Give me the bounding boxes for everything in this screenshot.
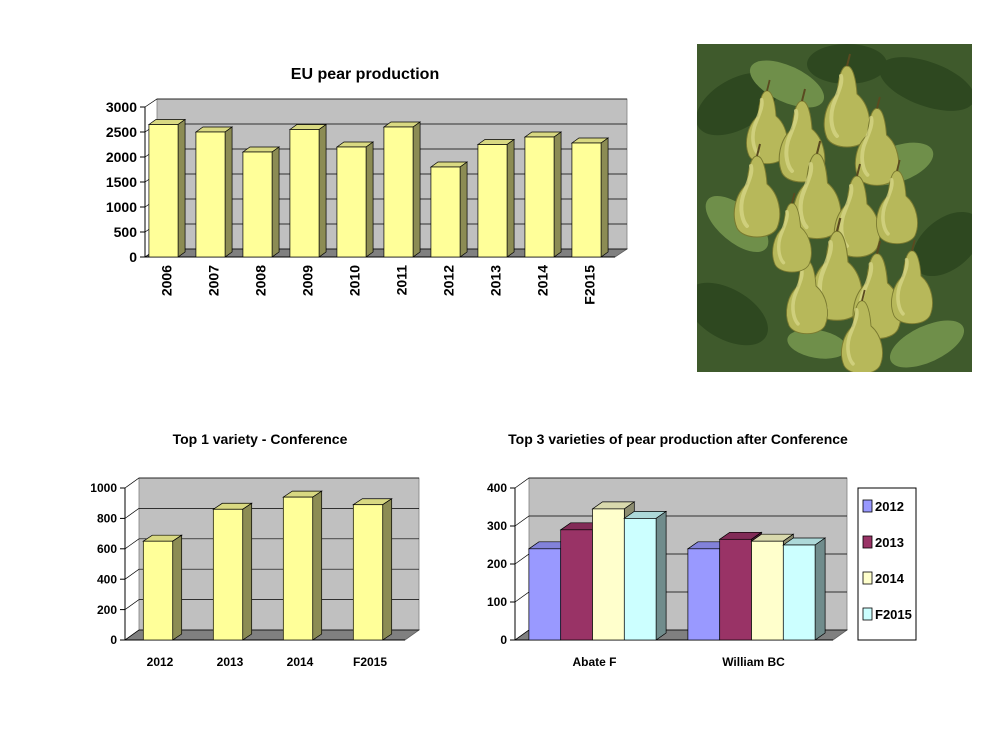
x-tick-label: 2013: [217, 655, 244, 669]
y-tick-label: 1000: [106, 199, 137, 215]
y-tick-label: 2000: [106, 149, 137, 165]
x-tick-label: 2011: [393, 265, 409, 296]
pear-photo-illustration: [697, 44, 972, 372]
y-tick-label: 400: [487, 481, 507, 495]
bar: [382, 121, 422, 258]
y-tick-label: 800: [97, 512, 117, 526]
x-tick-label: 2010: [346, 265, 362, 296]
bar: [782, 537, 827, 641]
x-tick-label: F2015: [353, 655, 387, 669]
x-tick-label: 2009: [299, 265, 315, 296]
x-tick-label: 2008: [252, 265, 268, 296]
pear: [772, 192, 812, 273]
x-tick-label: 2014: [534, 265, 550, 296]
legend-swatch: [862, 499, 873, 513]
bar: [147, 118, 187, 258]
y-tick-label: 200: [487, 557, 507, 571]
gridline: [124, 477, 419, 489]
pear: [746, 79, 788, 165]
y-tick-label: 1500: [106, 174, 137, 190]
x-tick-label: F2015: [581, 265, 597, 305]
y-tick-label: 0: [500, 633, 507, 647]
pear: [891, 239, 933, 325]
bar: [335, 141, 375, 258]
legend-swatch: [862, 607, 873, 621]
x-tick-label: 2006: [158, 265, 174, 296]
chart-title: Top 3 varieties of pear production after…: [508, 431, 848, 447]
chart-top1-conference: Top 1 variety - Conference 0 200 400 600 800…: [90, 431, 421, 669]
bar: [476, 138, 516, 258]
x-tick-label: 2012: [147, 655, 174, 669]
gridline: [124, 508, 419, 519]
gridline: [144, 98, 627, 108]
y-tick-label: 1000: [90, 481, 117, 495]
y-tick-label: 600: [97, 542, 117, 556]
bar: [282, 490, 323, 641]
x-tick-label: 2012: [440, 265, 456, 296]
y-tick-label: 500: [114, 224, 138, 240]
y-tick-label: 300: [487, 519, 507, 533]
bar: [623, 510, 668, 641]
gridline: [514, 515, 847, 527]
x-tick-label: 2007: [205, 265, 221, 296]
pear: [841, 289, 883, 372]
bar: [429, 161, 469, 258]
chart-title: EU pear production: [291, 66, 439, 83]
chart-title: Top 1 variety - Conference: [173, 431, 348, 447]
plot-area: 0 200 400 600 800 1000 2012 2013 2014 F2015: [90, 477, 421, 669]
pear: [876, 159, 918, 245]
legend: 2012 2013 2014 F2015: [857, 487, 917, 641]
pear: [823, 53, 871, 148]
legend-swatch: [862, 571, 873, 585]
legend-label: 2012: [875, 499, 904, 514]
bar: [352, 498, 393, 641]
gridline: [124, 568, 419, 580]
pear: [792, 140, 842, 240]
legend-swatch: [862, 535, 873, 549]
legend-label: 2014: [875, 571, 905, 586]
pear: [733, 143, 781, 238]
y-tick-label: 2500: [106, 124, 137, 140]
y-tick-label: 0: [129, 249, 137, 265]
y-tick-label: 200: [97, 603, 117, 617]
bar: [142, 534, 183, 641]
x-tick-label: 2013: [487, 265, 503, 296]
bar: [523, 131, 563, 258]
gridline: [514, 477, 847, 489]
y-tick-label: 3000: [106, 99, 137, 115]
y-tick-label: 100: [487, 595, 507, 609]
x-tick-label: 2014: [287, 655, 314, 669]
legend-label: 2013: [875, 535, 904, 550]
bar: [212, 502, 253, 641]
y-tick-label: 400: [97, 572, 117, 586]
legend-label: F2015: [875, 607, 912, 622]
plot-area: 0 100 200 300 400 Abate F William BC: [487, 477, 849, 669]
x-tick-label: William BC: [722, 655, 785, 669]
pear-tree-photo: [697, 44, 972, 372]
gridline: [124, 629, 419, 641]
chart-top3-varieties: Top 3 varieties of pear production after…: [487, 431, 917, 669]
pear: [855, 96, 899, 186]
bar: [570, 137, 610, 258]
chart-eu-pear-production: EU pear production 0 500 1000 1500 2000 2500 3…: [106, 66, 629, 305]
bar: [288, 123, 328, 258]
gridline: [124, 538, 419, 550]
plot-area: 0 500 1000 1500 2000 2500 3000 2006 2007 2008 2009…: [106, 98, 629, 305]
x-tick-label: Abate F: [572, 655, 616, 669]
gridline: [124, 599, 419, 610]
y-tick-label: 0: [110, 633, 117, 647]
bar: [241, 146, 281, 258]
bar: [194, 126, 234, 258]
